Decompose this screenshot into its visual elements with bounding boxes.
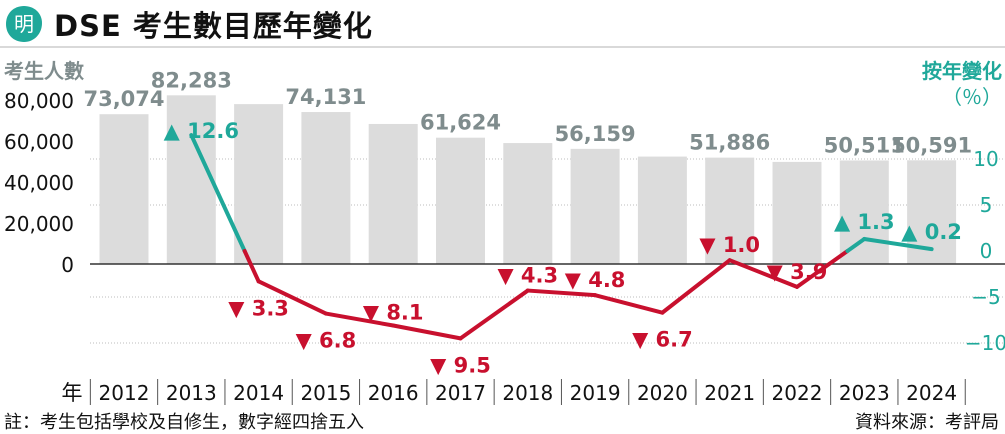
bar-value-label: 50,511 — [824, 133, 905, 157]
yoy-line-segment — [256, 279, 328, 316]
candidate-bar — [166, 95, 216, 264]
left-axis-tick-label: 40,000 — [4, 171, 74, 195]
yoy-change-label: ▼ 6.7 — [632, 328, 693, 352]
yoy-line-segment — [242, 249, 261, 284]
x-tick-label: 2019 — [570, 381, 621, 405]
yoy-line-segment — [593, 293, 665, 315]
candidate-bar — [503, 143, 553, 264]
right-axis-title: 按年變化 — [922, 59, 1002, 83]
left-axis-tick-label: 20,000 — [4, 212, 74, 236]
bar-value-label: 50,591 — [891, 133, 972, 157]
page-title: DSE 考生數目歷年變化 — [54, 9, 373, 43]
yoy-line-segment — [323, 311, 396, 328]
bar-value-label: 56,159 — [555, 122, 636, 146]
yoy-change-label: ▼ 8.1 — [363, 301, 424, 325]
x-tick-label: 2013 — [166, 381, 217, 405]
yoy-line-segment — [660, 258, 732, 315]
left-axis-tick-label: 60,000 — [4, 130, 74, 154]
candidate-bar — [637, 156, 687, 264]
x-tick-label: 2020 — [637, 381, 688, 405]
right-axis-tick-label: −10 — [965, 331, 1005, 355]
right-axis-tick-label: 0 — [980, 239, 993, 263]
candidate-bar — [705, 157, 755, 264]
left-axis-title: 考生人數 — [4, 59, 84, 83]
right-axis-unit: （％） — [942, 85, 1002, 109]
bar-value-label: 82,283 — [151, 68, 232, 92]
yoy-line-segment — [458, 288, 530, 341]
x-tick-label: 2016 — [368, 381, 419, 405]
candidate-bar — [99, 114, 149, 264]
bar-value-label: 74,131 — [285, 85, 366, 109]
x-tick-label: 2018 — [502, 381, 553, 405]
x-tick-label: 2014 — [233, 381, 284, 405]
x-tick-label: 2012 — [99, 381, 150, 405]
x-tick-label: 2024 — [906, 381, 957, 405]
yoy-line-segment — [862, 237, 934, 252]
x-axis-label: 年 — [62, 381, 83, 405]
right-axis-tick-label: −5 — [971, 285, 1000, 309]
candidate-bar — [839, 160, 889, 264]
yoy-change-label: ▼ 3.3 — [228, 296, 289, 320]
yoy-line-segment — [525, 288, 598, 298]
axes: 考生人數 按年變化 （％） 年 10 5 0 −5 −10 80,000 60,000 40,… — [4, 59, 1005, 405]
left-axis-tick-label: 80,000 — [4, 89, 74, 113]
yoy-change-label: ▼ 3.9 — [767, 260, 828, 284]
yoy-change-label: ▼ 9.5 — [430, 353, 491, 377]
yoy-change-label: ▼ 4.8 — [565, 268, 626, 292]
x-tick-label: 2022 — [772, 381, 823, 405]
candidate-bar — [570, 148, 620, 264]
title-divider — [0, 46, 1005, 48]
right-axis-tick-label: 5 — [980, 193, 993, 217]
yoy-change-label: ▼ 6.8 — [296, 329, 357, 353]
yoy-change-label: ▲ 1.3 — [834, 210, 895, 234]
bar-value-label: 61,624 — [420, 111, 501, 135]
x-tick-label: 2023 — [839, 381, 890, 405]
x-tick-label: 2021 — [704, 381, 755, 405]
yoy-line — [189, 133, 934, 341]
header: 明 DSE 考生數目歷年變化 — [0, 0, 1005, 46]
footnote: 註：考生包括學校及自修生，數字經四捨五入 — [4, 412, 364, 433]
x-tick-label: 2015 — [300, 381, 351, 405]
x-tick-label: 2017 — [435, 381, 486, 405]
bar-value-label: 73,074 — [83, 87, 164, 111]
yoy-change-label: ▲ 0.2 — [901, 220, 962, 244]
yoy-line-segment — [189, 133, 247, 253]
bar-value-label: 51,886 — [689, 131, 770, 155]
bars — [99, 95, 957, 264]
candidate-bar — [301, 112, 351, 264]
yoy-line-segment — [391, 323, 463, 341]
left-axis-tick-label: 0 — [61, 253, 74, 277]
yoy-change-label: ▼ 4.3 — [497, 264, 558, 288]
yoy-line-segment — [845, 237, 867, 253]
source-note: 資料來源：考評局 — [855, 412, 999, 433]
candidate-bar — [368, 123, 418, 264]
yoy-line-segment — [795, 249, 850, 289]
yoy-line-segment — [727, 258, 799, 289]
logo-text: 明 — [14, 12, 34, 36]
candidate-bar — [772, 161, 822, 264]
yoy-change-label: ▲ 12.6 — [164, 119, 239, 143]
right-axis-tick-label: 10 — [973, 147, 998, 171]
candidate-bar — [436, 137, 485, 264]
candidate-bar — [234, 104, 284, 264]
ming-pao-logo-icon: 明 — [6, 6, 42, 42]
yoy-change-label: ▼ 1.0 — [699, 233, 760, 257]
